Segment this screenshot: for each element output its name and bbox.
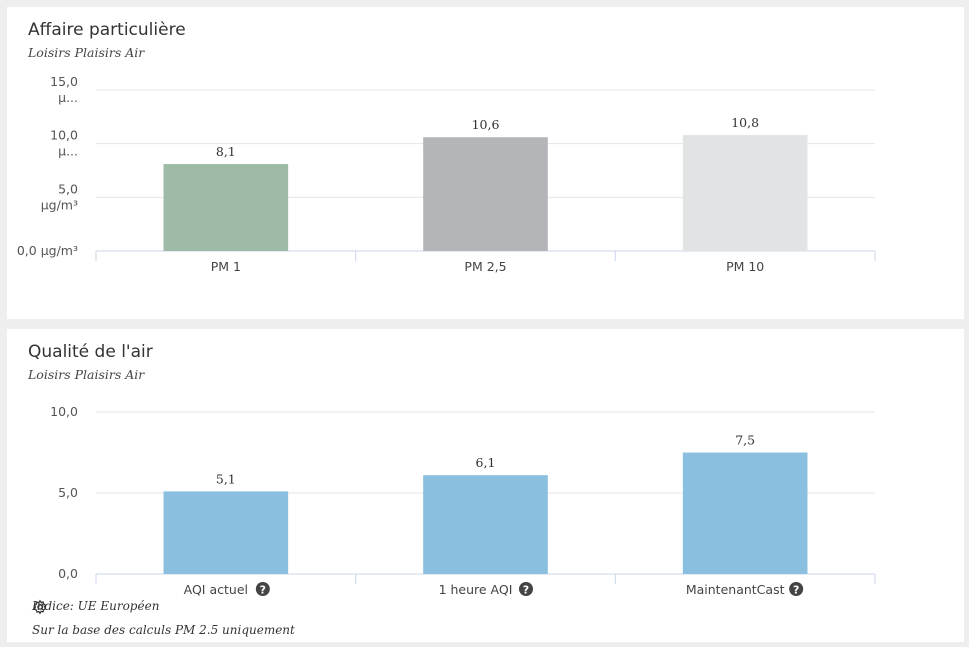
air-quality-panel: Qualité de l'air Loisirs Plaisirs Air 0,… bbox=[7, 329, 964, 642]
data-label: 7,5 bbox=[735, 433, 755, 448]
bar[interactable] bbox=[163, 491, 289, 574]
data-label: 8,1 bbox=[216, 144, 236, 159]
svg-text:?: ? bbox=[793, 584, 799, 597]
y-tick-label: 15,0 µ... bbox=[50, 74, 78, 105]
x-tick-label: PM 1 bbox=[211, 259, 241, 274]
y-tick-label: 5,0 bbox=[58, 485, 78, 500]
x-tick-label: AQI actuel bbox=[184, 582, 248, 597]
bar[interactable] bbox=[423, 475, 548, 574]
data-label: 6,1 bbox=[476, 455, 496, 470]
data-label: 10,8 bbox=[731, 115, 759, 130]
help-icon[interactable]: ? bbox=[789, 582, 804, 597]
gear-icon[interactable] bbox=[32, 599, 48, 615]
y-tick-label: 5,0 µg/m³ bbox=[41, 181, 78, 212]
particulate-title: Affaire particulière bbox=[28, 20, 186, 40]
air-quality-title: Qualité de l'air bbox=[28, 342, 153, 362]
help-icon[interactable]: ? bbox=[255, 582, 270, 597]
svg-text:?: ? bbox=[260, 584, 266, 597]
y-axis: 0,0 µg/m³ 5,0 µg/m³ 10,0 µ... 15,0 µ... bbox=[17, 74, 78, 258]
data-label: 5,1 bbox=[216, 471, 236, 486]
x-tick-label: PM 10 bbox=[726, 259, 764, 274]
bar[interactable] bbox=[423, 137, 548, 251]
index-line: Indice: UE Européen bbox=[32, 599, 160, 615]
bar[interactable] bbox=[682, 452, 808, 575]
index-label: Indice: UE Européen bbox=[32, 599, 160, 613]
svg-text:?: ? bbox=[523, 584, 529, 597]
y-tick-label: 0,0 µg/m³ bbox=[17, 243, 78, 258]
basis-note: Sur la base des calculs PM 2.5 uniquemen… bbox=[32, 623, 295, 637]
data-label: 10,6 bbox=[472, 117, 500, 132]
y-tick-label: 0,0 bbox=[58, 566, 78, 581]
x-tick-label: MaintenantCast bbox=[686, 582, 785, 597]
particulate-chart: 0,0 µg/m³ 5,0 µg/m³ 10,0 µ... 15,0 µ... 8,1 PM 1… bbox=[17, 74, 876, 274]
air-quality-subtitle: Loisirs Plaisirs Air bbox=[28, 367, 145, 382]
particulate-subtitle: Loisirs Plaisirs Air bbox=[28, 45, 145, 60]
air-quality-chart: 0,0 5,0 10,0 5,1 AQI actuel ? 6,1 1 heure AQI ? 7… bbox=[50, 404, 876, 597]
particulate-panel: Affaire particulière Loisirs Plaisirs Ai… bbox=[7, 7, 964, 319]
x-tick-label: 1 heure AQI bbox=[439, 582, 513, 597]
y-tick-label: 10,0 bbox=[50, 404, 78, 419]
y-axis: 0,0 5,0 10,0 bbox=[50, 404, 78, 581]
bar[interactable] bbox=[163, 164, 289, 251]
x-tick-label: PM 2,5 bbox=[464, 259, 506, 274]
bar[interactable] bbox=[682, 135, 808, 251]
help-icon[interactable]: ? bbox=[519, 582, 533, 597]
y-tick-label: 10,0 µ... bbox=[50, 128, 78, 159]
